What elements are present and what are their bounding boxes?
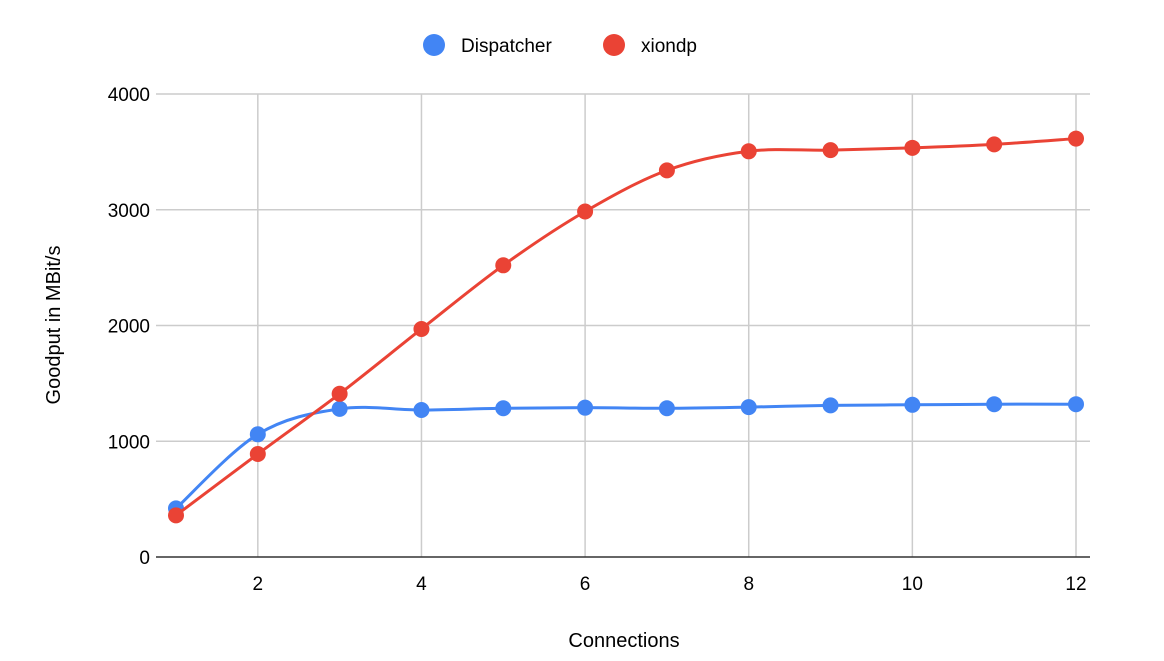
- legend-label-dispatcher: Dispatcher: [461, 36, 552, 57]
- x-tick-label: 12: [1065, 574, 1086, 595]
- data-point-dispatcher: [986, 396, 1003, 413]
- y-axis: 0 1000 2000 3000 4000: [108, 85, 150, 569]
- data-point-dispatcher: [413, 401, 430, 418]
- legend-marker-xiondp: [603, 34, 625, 56]
- y-tick-label: 4000: [108, 85, 150, 106]
- y-tick-label: 3000: [108, 201, 150, 222]
- series-line-dispatcher: [174, 402, 1077, 510]
- y-tick-label: 0: [139, 548, 150, 569]
- data-point-xiondp: [413, 320, 430, 337]
- data-point-dispatcher: [495, 400, 512, 417]
- data-point-xiondp: [331, 385, 348, 402]
- data-point-xiondp: [658, 162, 675, 179]
- series-line-xiondp: [175, 137, 1077, 517]
- data-point-dispatcher: [822, 397, 839, 414]
- x-tick-label: 2: [253, 574, 264, 595]
- data-point-dispatcher: [249, 426, 266, 443]
- y-axis-title: Goodput in MBit/s: [43, 246, 65, 405]
- grid-lines: [156, 93, 1090, 557]
- y-tick-label: 1000: [108, 432, 150, 453]
- data-point-xiondp: [1068, 130, 1084, 147]
- legend-label-xiondp: xiondp: [641, 36, 697, 57]
- data-point-xiondp: [740, 143, 757, 160]
- x-tick-label: 4: [416, 574, 427, 595]
- data-point-xiondp: [577, 203, 594, 220]
- x-tick-label: 10: [902, 574, 923, 595]
- series-layer: [168, 130, 1084, 524]
- data-point-xiondp: [495, 257, 512, 274]
- x-axis: 2 4 6 8 10 12: [156, 556, 1090, 595]
- x-axis-title: Connections: [568, 630, 679, 652]
- data-point-dispatcher: [577, 399, 594, 416]
- data-point-dispatcher: [1068, 396, 1084, 413]
- data-point-xiondp: [168, 507, 184, 524]
- data-point-xiondp: [249, 445, 266, 462]
- data-point-dispatcher: [740, 399, 757, 416]
- data-point-xiondp: [822, 142, 839, 159]
- data-point-xiondp: [904, 139, 921, 156]
- data-point-dispatcher: [658, 400, 675, 417]
- data-point-xiondp: [986, 136, 1003, 153]
- data-point-dispatcher: [904, 396, 921, 413]
- legend-marker-dispatcher: [423, 34, 445, 56]
- legend: Dispatcher xiondp: [423, 34, 697, 57]
- x-tick-label: 8: [743, 574, 754, 595]
- y-tick-label: 2000: [108, 317, 150, 338]
- data-point-dispatcher: [331, 400, 348, 417]
- x-tick-label: 6: [580, 574, 591, 595]
